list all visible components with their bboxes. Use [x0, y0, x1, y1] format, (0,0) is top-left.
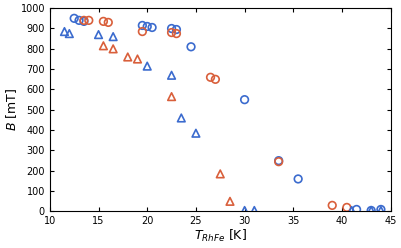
Point — [368, 209, 375, 213]
Point — [139, 24, 146, 28]
Point — [378, 209, 384, 213]
Point — [81, 19, 87, 23]
Point — [353, 208, 360, 212]
Point — [275, 159, 282, 163]
Point — [212, 77, 219, 81]
Point — [173, 31, 180, 35]
Point — [71, 16, 77, 20]
Point — [66, 31, 73, 35]
Point — [378, 208, 384, 212]
Point — [61, 30, 68, 33]
Point — [134, 57, 141, 61]
Point — [173, 28, 180, 31]
Y-axis label: $B$ [mT]: $B$ [mT] — [4, 88, 19, 131]
Point — [168, 31, 175, 34]
Point — [193, 131, 199, 135]
X-axis label: $T_{RhFe}$ [K]: $T_{RhFe}$ [K] — [194, 228, 247, 244]
Point — [251, 209, 257, 213]
Point — [144, 25, 150, 29]
Point — [295, 177, 302, 181]
Point — [227, 199, 233, 203]
Point — [110, 47, 116, 51]
Point — [168, 95, 175, 99]
Point — [188, 45, 194, 49]
Point — [344, 205, 350, 209]
Point — [207, 75, 214, 79]
Point — [275, 160, 282, 164]
Point — [105, 20, 111, 24]
Point — [368, 209, 375, 213]
Point — [100, 19, 107, 23]
Point — [100, 44, 107, 48]
Point — [95, 33, 102, 37]
Point — [217, 172, 223, 176]
Point — [81, 18, 87, 22]
Point — [168, 27, 175, 31]
Point — [76, 18, 82, 22]
Point — [144, 64, 150, 68]
Point — [168, 73, 175, 77]
Point — [110, 35, 116, 39]
Point — [329, 203, 335, 207]
Point — [139, 30, 146, 33]
Point — [125, 55, 131, 59]
Point — [348, 209, 355, 213]
Point — [178, 116, 184, 120]
Point — [241, 209, 248, 213]
Point — [241, 98, 248, 102]
Point — [149, 26, 155, 30]
Point — [85, 18, 92, 22]
